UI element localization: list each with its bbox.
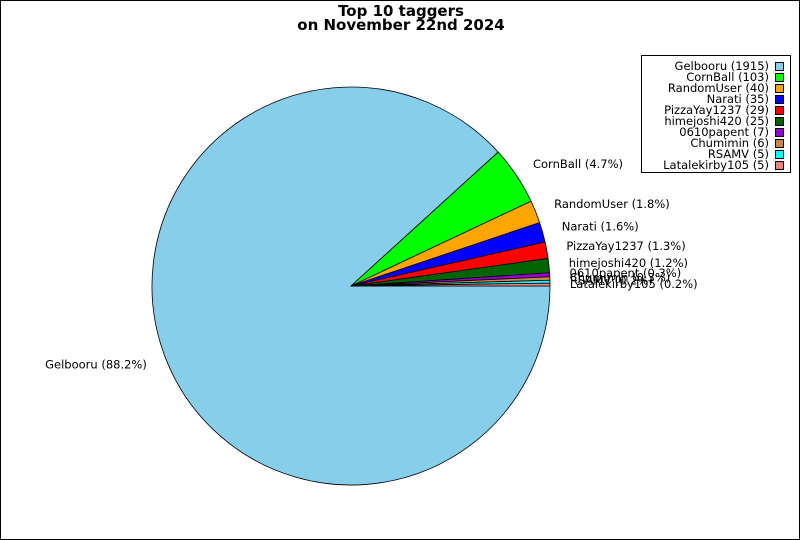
legend-item-chumimin: Chumimin (6) — [690, 137, 784, 149]
legend-label: CornBall (103) — [686, 70, 769, 84]
legend-swatch — [775, 72, 784, 82]
legend-item-gelbooru: Gelbooru (1915) — [675, 60, 784, 72]
legend-label: RSAMV (5) — [707, 147, 769, 161]
legend-item-randomuser: RandomUser (40) — [668, 82, 784, 94]
legend: Gelbooru (1915) CornBall (103) RandomUser … — [641, 55, 791, 173]
pie-label-cornball: CornBall (4.7%) — [533, 157, 623, 171]
legend-label: Chumimin (6) — [690, 136, 769, 150]
pie-label-gelbooru: Gelbooru (88.2%) — [45, 357, 147, 371]
legend-swatch — [775, 105, 784, 115]
legend-item-pizzayay1237: PizzaYay1237 (29) — [664, 104, 784, 116]
legend-item-latalekirby105: Latalekirby105 (5) — [663, 159, 784, 171]
legend-label: RandomUser (40) — [667, 81, 769, 95]
legend-label: Narati (35) — [706, 92, 769, 106]
legend-swatch — [775, 61, 784, 71]
pie-label-narati: Narati (1.6%) — [562, 219, 639, 233]
legend-swatch — [775, 83, 784, 93]
legend-swatch — [775, 127, 784, 137]
legend-label: Latalekirby105 (5) — [663, 158, 769, 172]
pie-label-himejoshi420: himejoshi420 (1.2%) — [569, 256, 688, 270]
legend-label: PizzaYay1237 (29) — [664, 103, 769, 117]
pie-label-latalekirby105: Latalekirby105 (0.2%) — [570, 277, 698, 291]
pie-slice-latalekirby105 — [350, 282, 551, 287]
legend-item-rsamv: RSAMV (5) — [708, 148, 784, 160]
legend-label: 0610papent (7) — [679, 125, 769, 139]
legend-swatch — [775, 94, 784, 104]
legend-swatch — [775, 116, 784, 126]
chart-title-line1: Top 10 taggers — [338, 2, 464, 20]
pie-label-chumimin: Chumimin (0.3%) — [570, 270, 671, 284]
legend-swatch — [775, 138, 784, 148]
pie-label-pizzayay1237: PizzaYay1237 (1.3%) — [566, 239, 685, 253]
chart-title-line2: on November 22nd 2024 — [297, 16, 505, 34]
legend-item-cornball: CornBall (103) — [686, 71, 784, 83]
legend-item-himejoshi420: himejoshi420 (25) — [664, 115, 784, 127]
legend-label: Gelbooru (1915) — [674, 59, 769, 73]
pie-label-0610papent: 0610papent (0.3%) — [570, 266, 682, 280]
pie-label-randomuser: RandomUser (1.8%) — [554, 197, 670, 211]
legend-swatch — [775, 160, 784, 170]
legend-item-narati: Narati (35) — [707, 93, 784, 105]
pie-label-rsamv: RSAMV (0.2%) — [570, 274, 653, 288]
legend-label: himejoshi420 (25) — [664, 114, 769, 128]
legend-swatch — [775, 149, 784, 159]
legend-item-0610papent: 0610papent (7) — [679, 126, 784, 138]
